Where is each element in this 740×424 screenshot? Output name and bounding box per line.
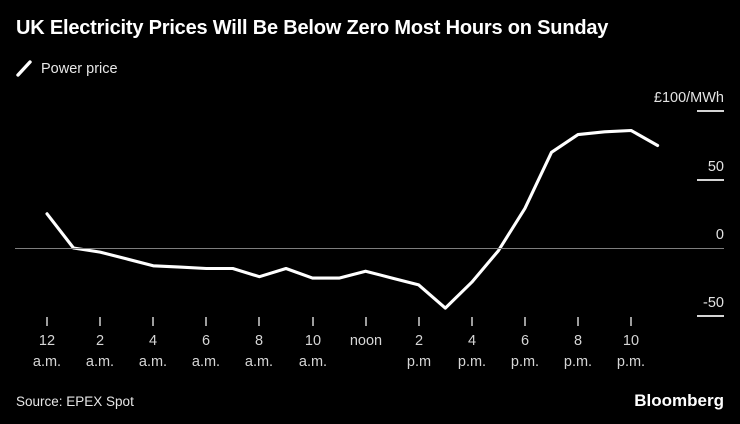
y-axis-label: 50 bbox=[707, 159, 724, 175]
x-axis-label: 4 a.m. bbox=[138, 333, 168, 370]
x-axis-tick bbox=[471, 317, 473, 326]
x-axis-label: 10 a.m. bbox=[298, 333, 328, 370]
x-axis-label: noon bbox=[349, 333, 383, 349]
legend-series-label: Power price bbox=[41, 60, 118, 77]
x-axis-tick bbox=[312, 317, 314, 326]
y-axis-tick bbox=[697, 110, 724, 112]
x-axis-tick bbox=[365, 317, 367, 326]
y-axis-tick bbox=[697, 315, 724, 317]
x-axis-tick bbox=[418, 317, 420, 326]
x-axis-label: 2 p.m bbox=[406, 333, 432, 370]
x-axis-label: 2 a.m. bbox=[85, 333, 115, 370]
x-axis-tick bbox=[205, 317, 207, 326]
x-axis-tick bbox=[524, 317, 526, 326]
y-axis-label: £100/MWh bbox=[653, 90, 724, 106]
x-axis-label: 10 p.m. bbox=[616, 333, 646, 370]
y-axis-label: 0 bbox=[715, 227, 724, 243]
chart-title: UK Electricity Prices Will Be Below Zero… bbox=[16, 17, 609, 39]
line-slash-icon bbox=[16, 60, 32, 77]
x-axis-tick bbox=[99, 317, 101, 326]
x-axis-label: 8 p.m. bbox=[563, 333, 593, 370]
y-axis-label: -50 bbox=[703, 295, 724, 311]
source-attribution: Source: EPEX Spot bbox=[16, 394, 134, 409]
x-axis-tick bbox=[258, 317, 260, 326]
x-axis-tick bbox=[46, 317, 48, 326]
x-axis-tick bbox=[577, 317, 579, 326]
x-axis-label: 12 a.m. bbox=[32, 333, 62, 370]
x-axis-label: 8 a.m. bbox=[244, 333, 274, 370]
x-axis-label: 6 p.m. bbox=[510, 333, 540, 370]
power-price-line bbox=[45, 128, 660, 310]
x-axis-label: 4 p.m. bbox=[457, 333, 487, 370]
y-axis-tick bbox=[697, 179, 724, 181]
x-axis-tick bbox=[152, 317, 154, 326]
x-axis-label: 6 a.m. bbox=[191, 333, 221, 370]
bloomberg-logo: Bloomberg bbox=[634, 391, 724, 410]
chart-legend: Power price bbox=[16, 60, 118, 77]
zero-gridline bbox=[15, 248, 724, 249]
x-axis-tick bbox=[630, 317, 632, 326]
